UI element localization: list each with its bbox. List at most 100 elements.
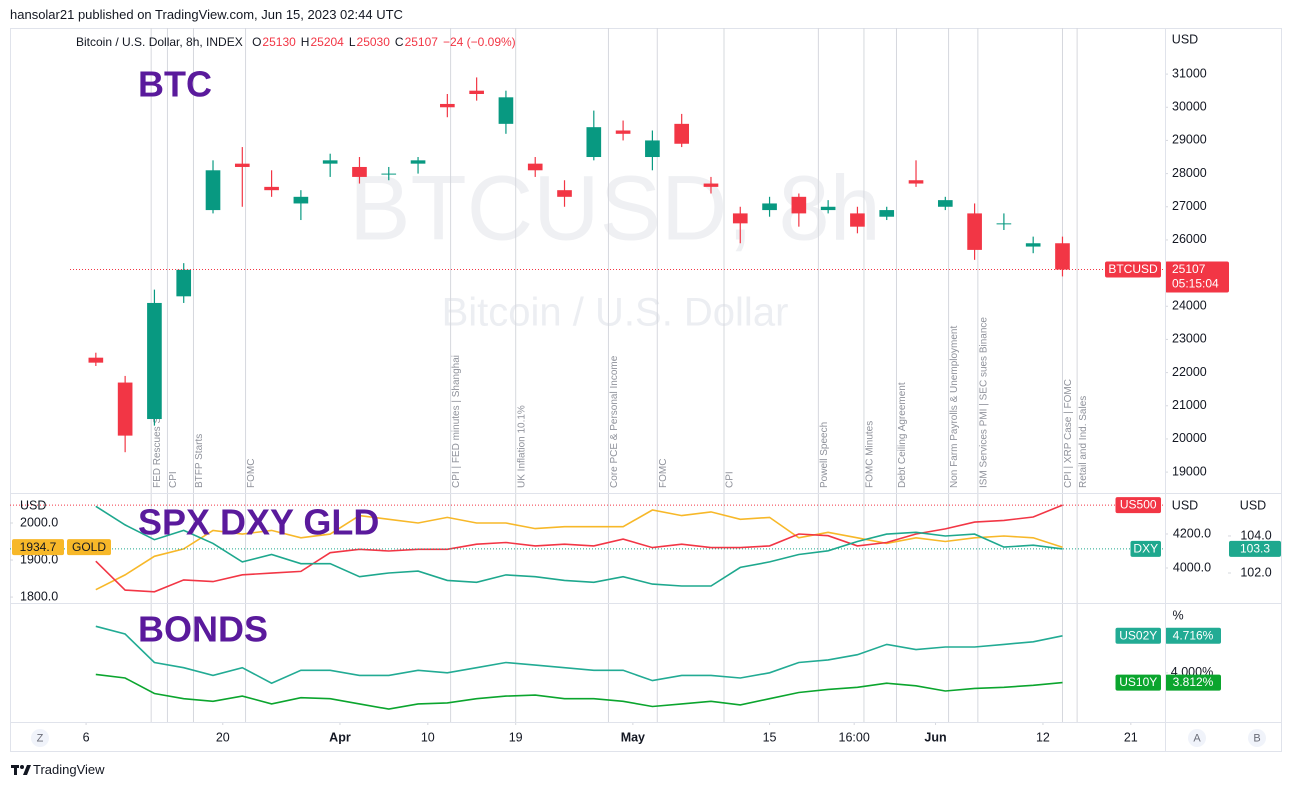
axis-button-label[interactable]: A <box>1193 732 1201 744</box>
axis-unit: USD <box>1240 498 1266 512</box>
series-name-badge-bg <box>1130 540 1161 557</box>
candle-body <box>791 196 807 214</box>
y-tick-label: 2000.0 <box>20 515 58 529</box>
axis-button[interactable] <box>1188 729 1206 747</box>
ohlc-value: 25204 <box>310 35 344 49</box>
ohlc-value: 25030 <box>356 35 390 49</box>
y-tick-label: 1900.0 <box>20 552 58 566</box>
candle-body <box>234 163 250 167</box>
logo-shape <box>23 765 31 775</box>
candle-body <box>498 97 514 124</box>
series-line <box>95 625 1063 685</box>
y-tick-label: 24000 <box>1172 299 1207 313</box>
last-value-badge: 3.812% <box>1173 675 1214 689</box>
series-name-badge: US02Y <box>1119 628 1157 642</box>
y-tick-label: 1800.0 <box>20 589 58 603</box>
candle-body <box>147 302 162 420</box>
y-tick-label: 23000 <box>1172 332 1207 346</box>
candle-body <box>615 130 631 134</box>
logo-shape <box>14 765 17 775</box>
change: −24 (−0.09%) <box>442 35 516 49</box>
event-label: Debt Ceiling Agreement <box>897 382 908 488</box>
event-label: CPI <box>168 471 179 488</box>
logo: TradingView <box>11 762 105 777</box>
y-tick-label: 20000 <box>1172 431 1207 445</box>
axis-button[interactable] <box>31 729 49 747</box>
series-name-badge-bg <box>1105 261 1161 278</box>
event-label: UK Inflation 10.1% <box>516 405 527 488</box>
event-label: Retail and Ind. Sales <box>1078 396 1089 488</box>
y-tick-label: 27000 <box>1172 199 1207 213</box>
ohlc-letter: C <box>394 35 404 49</box>
last-value-badge-bg <box>12 539 64 556</box>
event-label: BTFP Starts <box>194 434 205 488</box>
candle-body <box>322 160 338 164</box>
y-tick-label: 104.0 <box>1240 528 1271 542</box>
last-value-badge: 103.3 <box>1240 542 1270 556</box>
series-line <box>95 509 1063 591</box>
candle-body <box>205 170 221 211</box>
candle-body <box>264 186 279 191</box>
event-label: CPI | FED minutes | Shanghai <box>451 355 462 488</box>
series-name-badge: US500 <box>1120 498 1157 512</box>
last-value-badge: 1934.7 <box>20 540 57 554</box>
y-tick-label: 30000 <box>1172 100 1207 114</box>
symbol-legend: Bitcoin / U.S. Dollar, 8h, INDEX O25130 H… <box>76 35 521 49</box>
pane-title: BTC <box>138 64 212 105</box>
y-tick-label: 28000 <box>1172 166 1207 180</box>
last-value-badge-bg <box>1165 627 1221 644</box>
candle-body <box>117 382 133 436</box>
event-label: FED Rescues SVB! <box>152 401 163 488</box>
series-name-badge-bg <box>67 539 111 556</box>
pane-title: BONDS <box>138 609 268 650</box>
axis-unit: USD <box>1172 498 1198 512</box>
y-tick-label: 29000 <box>1172 133 1207 147</box>
x-tick-label: Apr <box>329 730 351 744</box>
x-tick-label: 15 <box>763 730 777 744</box>
candle-body <box>850 213 865 227</box>
last-value-badge-bg <box>1229 540 1281 557</box>
x-tick-label: 21 <box>1124 730 1138 744</box>
y-tick-label: 31000 <box>1172 66 1207 80</box>
axis-button[interactable] <box>1248 729 1266 747</box>
candle-body <box>527 163 543 171</box>
event-label: ISM Services PMI | SEC sues Binance <box>978 317 989 488</box>
y-tick-label: 26000 <box>1172 232 1207 246</box>
series-layer <box>10 77 1165 710</box>
y-tick-label: 21000 <box>1172 398 1207 412</box>
series-name-badge: GOLD <box>72 540 106 554</box>
y-tick-label: 4200.0 <box>1173 526 1211 540</box>
axis-unit: USD <box>20 498 46 512</box>
ohlc-value: 25130 <box>262 35 296 49</box>
series-line <box>95 504 1063 593</box>
x-tick-label: 20 <box>216 730 230 744</box>
x-tick-label: 16:00 <box>839 730 870 744</box>
candle-body <box>879 210 895 217</box>
candle-body <box>352 166 367 177</box>
logo-shape <box>20 765 24 769</box>
candle-body <box>440 103 455 108</box>
last-price-badge <box>1165 261 1229 293</box>
byline: hansolar21 published on TradingView.com,… <box>10 7 403 22</box>
event-label: CPI | XRP Case | FOMC <box>1063 379 1074 488</box>
ohlc-letter: H <box>300 35 310 49</box>
series-line <box>95 505 1063 587</box>
event-label: FOMC Minutes <box>865 421 876 488</box>
candle-body <box>557 190 572 197</box>
y-tick-label: 19000 <box>1172 464 1207 478</box>
series-line <box>95 673 1063 710</box>
candle-body <box>586 127 602 158</box>
event-label: FOMC <box>658 459 669 488</box>
last-price: 25107 <box>1172 262 1206 276</box>
x-tick-label: 10 <box>421 730 435 744</box>
axis-button-label[interactable]: B <box>1253 732 1260 744</box>
y-tick-label: 102.0 <box>1240 565 1271 579</box>
x-tick-label: May <box>621 730 645 744</box>
y-tick-label: 4000.0 <box>1173 560 1211 574</box>
series-name-badge: US10Y <box>1119 675 1157 689</box>
series-name-badge-bg <box>1115 674 1161 691</box>
candle-body <box>1025 243 1041 247</box>
axis-button-label[interactable]: Z <box>37 732 44 744</box>
